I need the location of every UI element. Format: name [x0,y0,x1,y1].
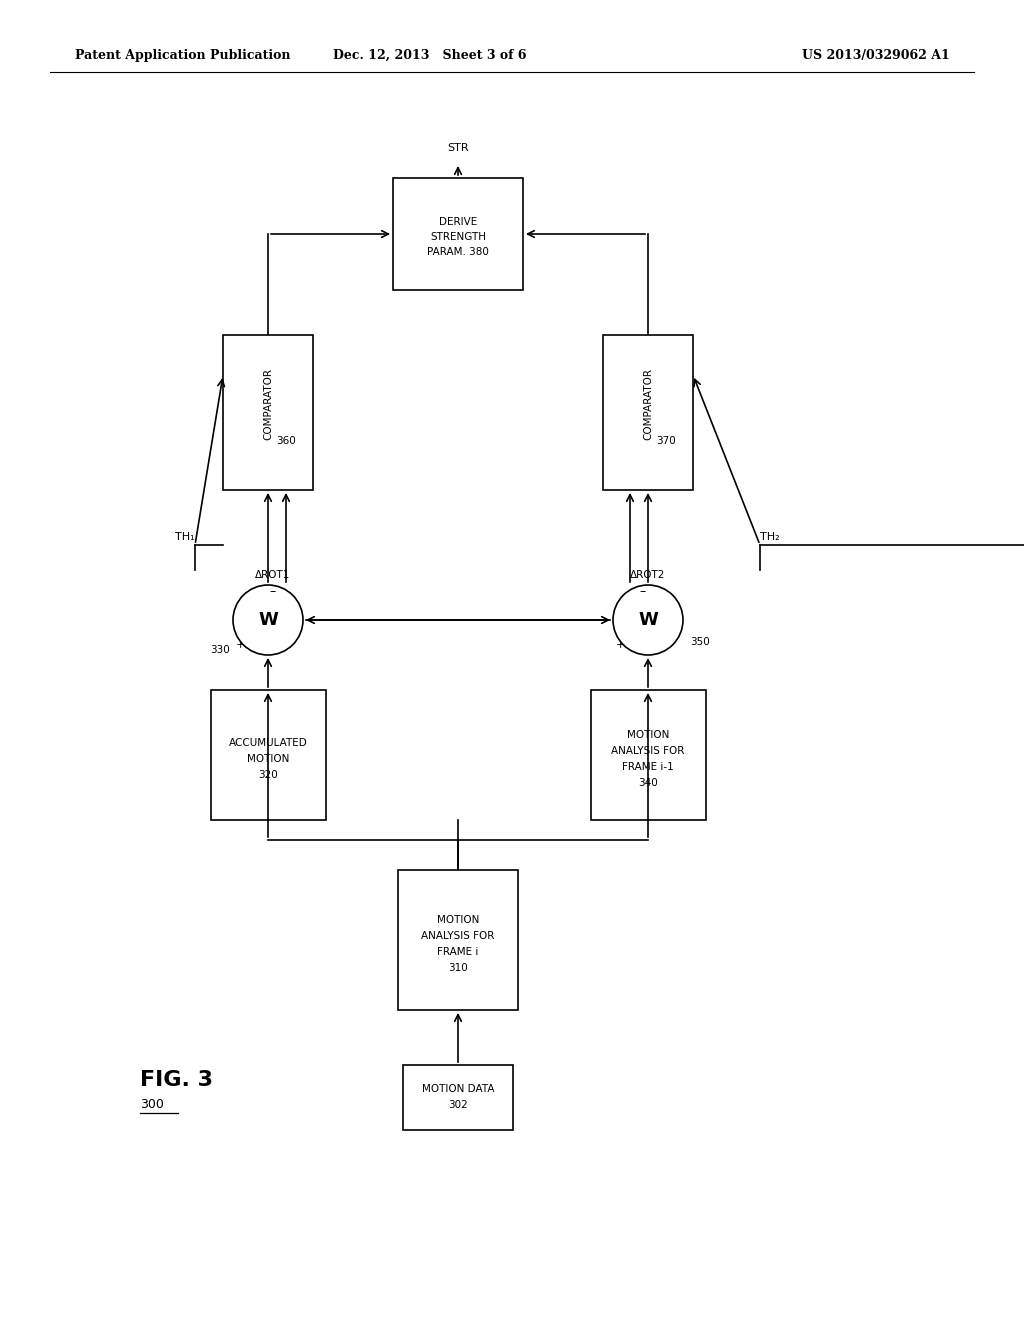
Circle shape [233,585,303,655]
Text: ANALYSIS FOR: ANALYSIS FOR [421,931,495,941]
Text: MOTION: MOTION [247,754,289,764]
Text: STRENGTH: STRENGTH [430,232,486,242]
Text: DERIVE: DERIVE [439,216,477,227]
Text: MOTION DATA: MOTION DATA [422,1085,495,1094]
Text: +: + [236,640,245,649]
Text: TH₁: TH₁ [175,532,195,543]
Bar [211,690,326,820]
Circle shape [613,585,683,655]
Text: FRAME i: FRAME i [437,946,478,957]
Text: ΔROT1: ΔROT1 [255,570,291,579]
Text: MOTION: MOTION [627,730,670,741]
Bar [603,335,693,490]
Text: –: – [640,586,646,598]
Text: MOTION: MOTION [437,915,479,925]
Text: COMPARATOR: COMPARATOR [263,368,273,441]
Text: 302: 302 [449,1101,468,1110]
Bar [398,870,518,1010]
Text: US 2013/0329062 A1: US 2013/0329062 A1 [802,49,950,62]
Text: +: + [615,640,625,649]
Text: 370: 370 [656,436,676,446]
Bar [223,335,313,490]
Text: PARAM. 380: PARAM. 380 [427,247,488,257]
Text: ANALYSIS FOR: ANALYSIS FOR [611,746,685,756]
Text: STR: STR [447,143,469,153]
Text: ACCUMULATED: ACCUMULATED [228,738,307,748]
Text: 350: 350 [690,638,710,647]
Text: 320: 320 [258,770,278,780]
Bar [403,1065,513,1130]
Text: Dec. 12, 2013   Sheet 3 of 6: Dec. 12, 2013 Sheet 3 of 6 [333,49,526,62]
Text: 360: 360 [276,436,296,446]
Text: Patent Application Publication: Patent Application Publication [75,49,291,62]
Text: 340: 340 [638,777,657,788]
Text: TH₂: TH₂ [760,532,780,543]
Text: W: W [258,611,278,630]
Text: ΔROT2: ΔROT2 [631,570,666,579]
Text: 300: 300 [140,1098,164,1111]
Text: –: – [270,586,276,598]
Text: 330: 330 [210,645,229,655]
Bar [393,178,523,290]
Text: FIG. 3: FIG. 3 [140,1071,213,1090]
Text: W: W [638,611,658,630]
Text: COMPARATOR: COMPARATOR [643,368,653,441]
Text: 310: 310 [449,964,468,973]
Bar [591,690,706,820]
Text: FRAME i-1: FRAME i-1 [623,762,674,772]
